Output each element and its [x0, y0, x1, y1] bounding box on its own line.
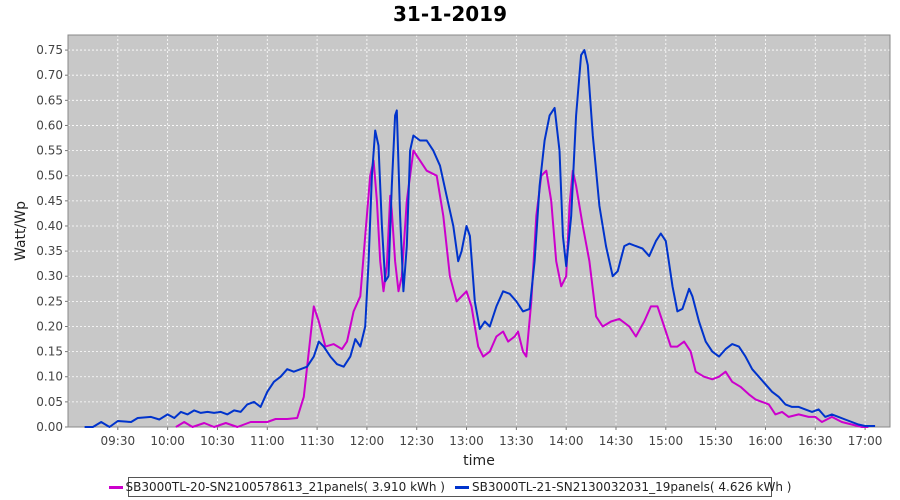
chart-title: 31-1-2019: [392, 2, 507, 26]
legend-item-series-0: SB3000TL-20-SN2100578613_21panels( 3.910…: [108, 480, 445, 494]
y-tick-label: 0.40: [36, 219, 63, 233]
y-tick-label: 0.45: [36, 194, 63, 208]
x-tick-label: 16:30: [798, 434, 833, 448]
y-tick-label: 0.00: [36, 420, 63, 434]
series-lines: [84, 49, 876, 428]
axes: 0.00 0.05 0.10 0.15 0.20 0.25 0.30 0.35 0.40 0.45…: [36, 34, 891, 448]
x-tick-label: 15:30: [698, 434, 733, 448]
x-tick-label: 10:00: [150, 434, 185, 448]
plot-background: [68, 35, 890, 427]
y-tick-label: 0.05: [36, 395, 63, 409]
x-tick-label: 09:30: [101, 434, 136, 448]
y-tick-label: 0.50: [36, 169, 63, 183]
y-tick-label: 0.35: [36, 244, 63, 258]
y-tick-label: 0.15: [36, 345, 63, 359]
x-tick-label: 13:30: [499, 434, 534, 448]
legend-item-series-1: SB3000TL-21-SN2130032031_19panels( 4.626…: [455, 480, 791, 494]
x-tick-label: 16:00: [748, 434, 783, 448]
y-tick-label: 0.55: [36, 144, 63, 158]
legend-swatch-series-1: [455, 485, 469, 489]
y-tick-label: 0.65: [36, 93, 63, 107]
y-tick-label: 0.60: [36, 118, 63, 132]
legend-label-series-1: SB3000TL-21-SN2130032031_19panels( 4.626…: [472, 480, 792, 494]
x-tick-label: 10:30: [200, 434, 235, 448]
x-tick-label: 17:00: [848, 434, 883, 448]
y-tick-label: 0.25: [36, 294, 63, 308]
y-tick-label: 0.30: [36, 269, 63, 283]
y-tick-label: 0.20: [36, 319, 63, 333]
x-tick-label: 11:30: [300, 434, 335, 448]
y-tick-label: 0.10: [36, 370, 63, 384]
x-tick-label: 14:00: [549, 434, 584, 448]
y-axis-title: Watt/Wp: [13, 201, 29, 261]
y-tick-label: 0.75: [36, 43, 63, 57]
y-tick-label: 0.70: [36, 68, 63, 82]
grid: [68, 35, 890, 428]
x-tick-label: 11:00: [250, 434, 285, 448]
legend-swatch-series-0: [108, 485, 123, 489]
x-tick-label: 13:00: [449, 434, 484, 448]
x-tick-label: 14:30: [599, 434, 634, 448]
legend-label-series-0: SB3000TL-20-SN2100578613_21panels( 3.910…: [125, 480, 445, 494]
series-line-0: [175, 149, 869, 428]
x-tick-label: 12:00: [350, 434, 385, 448]
x-tick-label: 12:30: [399, 434, 434, 448]
x-tick-label: 15:00: [649, 434, 684, 448]
legend: SB3000TL-20-SN2100578613_21panels( 3.910…: [108, 477, 791, 497]
series-line-1: [84, 49, 876, 428]
x-axis-title: time: [463, 453, 495, 469]
plot-border: [67, 34, 891, 428]
